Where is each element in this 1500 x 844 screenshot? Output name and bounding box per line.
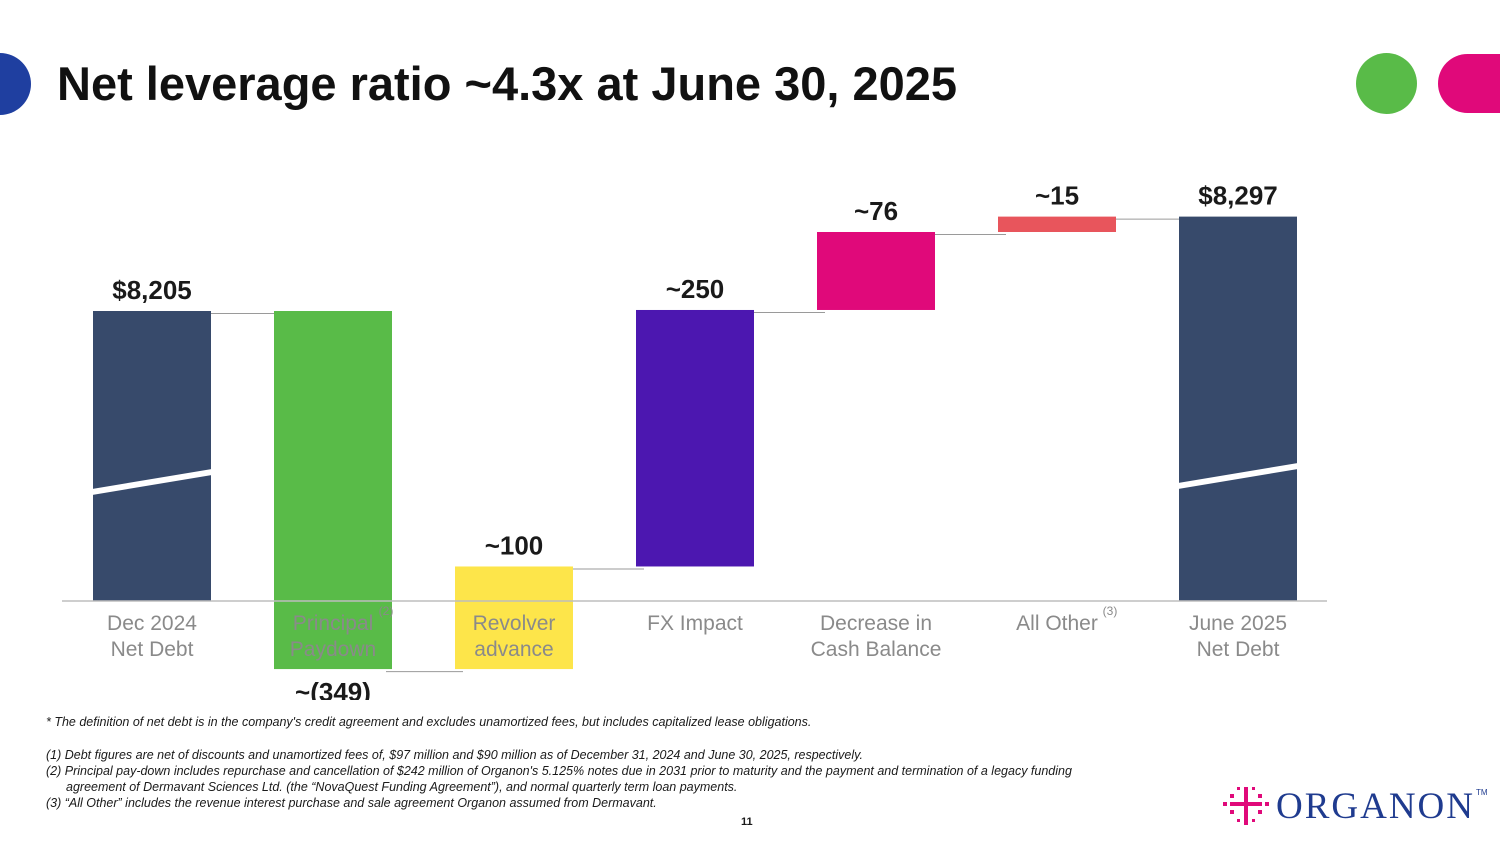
category-label-6: June 2025 Net Debt [1189,612,1287,661]
value-label-4: ~76 [854,196,898,226]
footnotes: * The definition of net debt is in the c… [46,714,1216,811]
category-label-3: FX Impact [647,612,743,635]
footnote-2-continued: agreement of Dermavant Sciences Ltd. (th… [66,780,738,794]
footnote-definition: * The definition of net debt is in the c… [46,715,812,729]
value-label-3: ~250 [666,274,725,304]
value-label-2: ~100 [485,530,544,560]
bar-3 [636,309,754,567]
value-label-1: ~(349) [295,677,371,700]
value-label-6: $8,297 [1198,181,1278,211]
bar-6 [1179,216,1297,601]
footnote-2: (2) Principal pay-down includes repurcha… [46,764,1072,778]
deco-green-circle [1356,53,1417,114]
waterfall-chart: $8,205 ~(349) ~100 ~250 ~76 ~15 $8,297 Dec 202… [62,181,1327,700]
footnote-1: (1) Debt figures are net of discounts an… [46,748,863,762]
bar-5 [998,216,1116,232]
page-title: Net leverage ratio ~4.3x at June 30, 202… [57,57,958,110]
footnote-3: (3) “All Other” includes the revenue int… [46,796,657,810]
bar-0 [93,311,211,601]
bar-1 [274,311,392,670]
value-label-0: $8,205 [112,275,192,305]
bar-4 [817,231,935,310]
page-number: 11 [741,816,753,828]
category-footnote-1: (2) [379,604,394,618]
logo-wordmark: ORGANON [1276,786,1475,827]
organon-logo: ORGANON TM [1223,786,1488,827]
category-label-1: Principal Paydown [290,612,376,661]
value-label-5: ~15 [1035,181,1079,211]
deco-pink-pill [1438,54,1500,113]
category-label-4: Decrease in Cash Balance [811,612,942,661]
category-label-5: All Other [1016,612,1098,635]
category-footnote-5: (3) [1103,604,1118,618]
axis-break-6 [1178,463,1298,489]
organon-cross-dots-icon [1223,787,1269,825]
category-label-0: Dec 2024 Net Debt [107,612,197,661]
axis-break-0 [92,469,212,495]
category-label-2: Revolver advance [473,612,556,661]
bar-2 [455,566,573,670]
logo-trademark: TM [1476,788,1488,797]
